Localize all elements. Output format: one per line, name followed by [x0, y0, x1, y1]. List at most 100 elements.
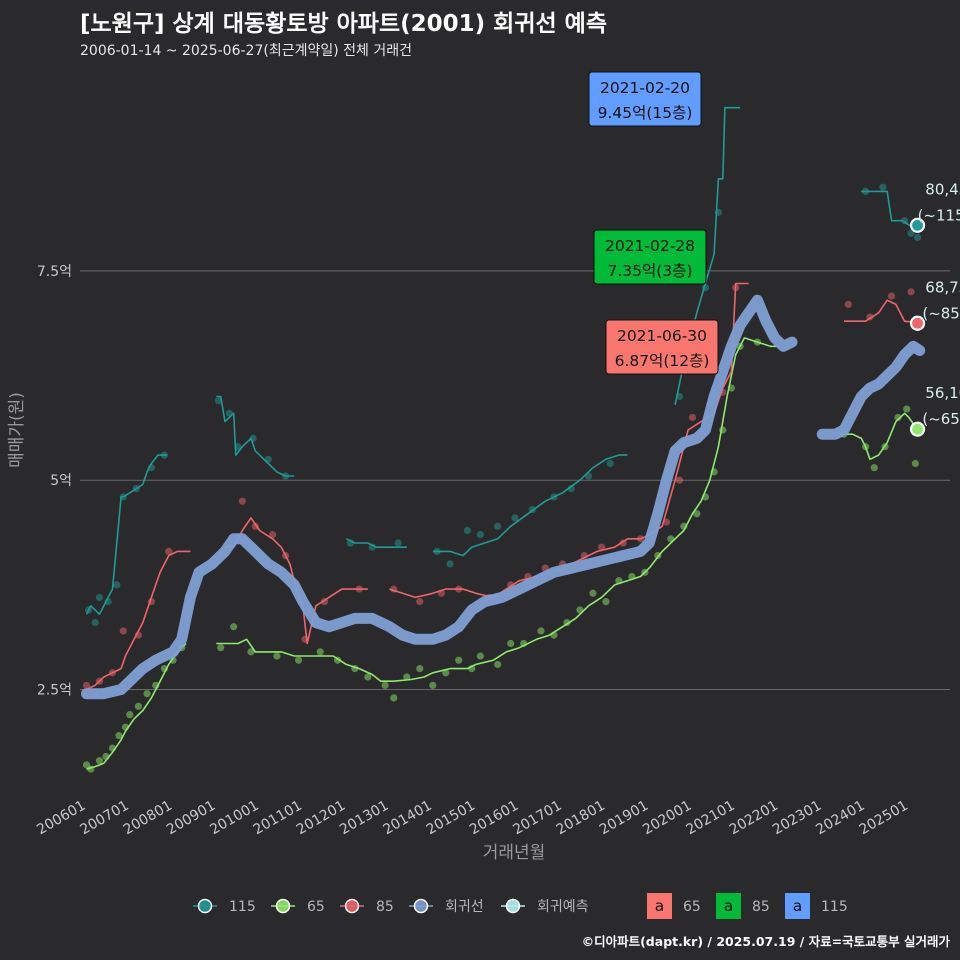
- legend-box-65: [647, 893, 672, 919]
- trade-point-85: [580, 551, 588, 560]
- legend-label: 회귀선: [445, 899, 484, 915]
- trade-point-65: [230, 623, 238, 631]
- annotation-date: 2021-02-28: [605, 237, 695, 255]
- forecast-points: 80,450 (~115㎡) 68,750 (~85㎡) 56,100 (~65㎡): [909, 180, 960, 437]
- trade-point-85: [320, 598, 329, 606]
- trade-point-85: [165, 547, 173, 555]
- trade-point-65: [403, 673, 411, 681]
- annotations: 2021-02-20 9.45억(15층) 2021-02-28 7.35억(3층) 2…: [588, 71, 719, 375]
- legend-box-85: [716, 893, 741, 919]
- trade-point-85: [281, 551, 290, 560]
- forecast-price-label: 80,450: [925, 180, 960, 198]
- forecast-area-label: (~115㎡): [918, 206, 960, 224]
- legend-box-115: [785, 893, 810, 919]
- trade-point-85: [437, 589, 446, 597]
- legend-label: 65: [307, 899, 325, 915]
- trade-point-65: [507, 639, 515, 648]
- legend-box-label: 65: [683, 899, 701, 915]
- trade-point-85: [844, 300, 852, 309]
- trade-point-65: [563, 618, 571, 627]
- trade-point-85: [82, 681, 91, 689]
- trade-point-115: [113, 581, 121, 589]
- trade-point-85: [675, 476, 684, 484]
- trade-point-65: [537, 627, 545, 635]
- y-tick-label: 5억: [50, 473, 72, 489]
- trade-point-65: [115, 731, 123, 740]
- trade-point-115: [132, 485, 140, 493]
- trade-point-85: [119, 627, 127, 635]
- trade-point-115: [249, 434, 257, 442]
- x-tick-label: 200601: [34, 798, 88, 839]
- x-tick-label: 201501: [424, 798, 478, 839]
- trade-point-85: [455, 585, 463, 593]
- trade-point-65: [442, 669, 450, 677]
- legend-marker-회귀선: [413, 898, 429, 914]
- trade-point-65: [455, 656, 463, 664]
- trade-point-65: [710, 468, 718, 476]
- trade-point-65: [628, 572, 636, 581]
- trade-point-115: [95, 593, 104, 602]
- trade-point-65: [95, 757, 104, 765]
- trade-point-65: [468, 665, 476, 673]
- trade-point-65: [550, 631, 558, 639]
- x-tick-label: 202401: [813, 798, 867, 839]
- x-tick-label: 201101: [251, 798, 305, 839]
- annotation-date: 2021-06-30: [617, 327, 707, 345]
- trade-point-85: [390, 585, 398, 593]
- trade-point-115: [264, 455, 272, 463]
- trade-point-115: [675, 392, 684, 401]
- trade-point-65: [294, 656, 303, 664]
- trade-point-65: [667, 535, 675, 543]
- trade-point-115: [714, 208, 723, 216]
- trade-point-85: [301, 635, 309, 643]
- trade-point-65: [911, 459, 919, 468]
- x-tick-label: 200901: [164, 798, 218, 839]
- trade-point-85: [662, 518, 671, 526]
- trade-point-115: [368, 543, 376, 551]
- legend-marker-115: [197, 898, 213, 914]
- x-tick-label: 201801: [554, 798, 608, 839]
- legend-label: 85: [376, 899, 394, 915]
- trade-point-115: [160, 451, 169, 459]
- trade-point-65: [416, 665, 424, 673]
- trade-point-85: [108, 669, 117, 677]
- x-tick-label: 202301: [770, 798, 824, 839]
- y-axis-title: 매매가(원): [7, 392, 27, 468]
- trade-point-65: [881, 443, 889, 451]
- regression-path: [81, 294, 926, 700]
- x-tick-label: 201601: [467, 798, 521, 839]
- trade-point-65: [719, 426, 727, 434]
- legend-label: 회귀예측: [537, 899, 589, 915]
- x-axis-title: 거래년월: [483, 843, 546, 863]
- x-tick-label: 201201: [294, 798, 348, 839]
- trade-point-115: [476, 531, 484, 539]
- x-tick-label: 201701: [510, 798, 564, 839]
- trade-point-115: [119, 493, 127, 501]
- trade-point-65: [333, 656, 342, 664]
- trade-point-65: [134, 702, 143, 710]
- trade-point-115: [104, 598, 112, 606]
- trade-point-115: [234, 443, 242, 451]
- trade-point-65: [602, 598, 610, 606]
- trade-point-65: [894, 413, 902, 422]
- trade-point-65: [727, 384, 736, 392]
- trade-point-65: [589, 589, 597, 597]
- forecast-area-label: (~85㎡): [922, 304, 960, 322]
- trade-point-85: [732, 284, 740, 292]
- legend-marker-85: [344, 898, 360, 914]
- regression-line: [81, 294, 926, 700]
- trade-point-65: [152, 681, 160, 689]
- trade-point-115: [346, 539, 355, 547]
- x-tick-label: 202501: [857, 798, 911, 839]
- forecast-price-label: 68,750: [925, 278, 960, 296]
- y-tick-label: 7.5억: [37, 264, 72, 280]
- x-tick-label: 200801: [121, 798, 175, 839]
- x-tick-label: 200701: [77, 798, 131, 839]
- forecast-price-label: 56,100: [925, 384, 960, 402]
- trade-point-85: [887, 292, 896, 300]
- trade-point-65: [102, 752, 110, 761]
- trade-point-115: [463, 526, 471, 535]
- legend-box-label: 115: [821, 899, 848, 915]
- trade-point-65: [351, 665, 359, 673]
